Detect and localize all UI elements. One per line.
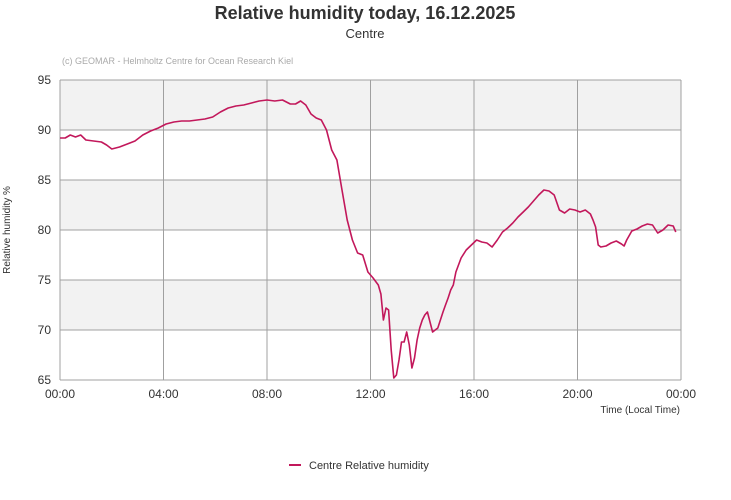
grid-lines	[59, 79, 682, 381]
axis-ticks: 65 70 75 80 85 90 95 00:00 04:00 08:00 12:00 16:00 2…	[38, 73, 697, 401]
y-tick-label: 75	[38, 273, 52, 287]
x-tick-label: 20:00	[562, 387, 592, 401]
y-tick-label: 65	[38, 373, 52, 387]
chart-credit: (c) GEOMAR - Helmholtz Centre for Ocean …	[62, 56, 293, 66]
legend[interactable]: Centre Relative humidity	[289, 460, 429, 472]
x-tick-label: 12:00	[355, 387, 385, 401]
series-line[interactable]	[60, 99, 677, 379]
series-layer	[60, 99, 677, 379]
y-tick-label: 95	[38, 73, 52, 87]
y-tick-label: 85	[38, 173, 52, 187]
chart-subtitle: Centre	[345, 26, 384, 41]
x-tick-label: 04:00	[148, 387, 178, 401]
x-axis-label: Time (Local Time)	[600, 405, 680, 416]
legend-label: Centre Relative humidity	[309, 460, 429, 472]
y-tick-label: 70	[38, 323, 52, 337]
y-axis-label: Relative humidity %	[2, 186, 13, 274]
x-tick-label: 16:00	[459, 387, 489, 401]
y-tick-label: 80	[38, 223, 52, 237]
x-tick-label: 00:00	[45, 387, 75, 401]
y-tick-label: 90	[38, 123, 52, 137]
x-tick-label: 00:00	[666, 387, 696, 401]
x-tick-label: 08:00	[252, 387, 282, 401]
chart-title: Relative humidity today, 16.12.2025	[215, 3, 516, 23]
